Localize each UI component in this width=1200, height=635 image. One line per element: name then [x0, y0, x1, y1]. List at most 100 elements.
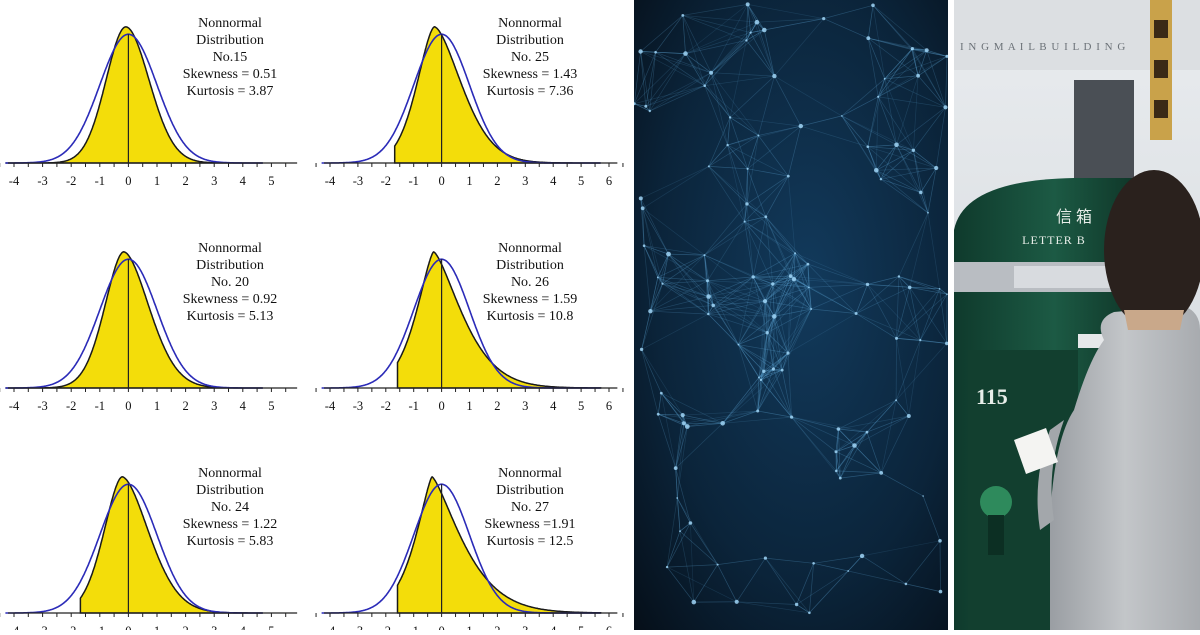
panel-title-line: Distribution — [196, 33, 264, 48]
network-node — [790, 416, 793, 419]
network-node — [683, 51, 688, 56]
x-tick-label: -2 — [381, 624, 391, 630]
network-node — [746, 2, 750, 6]
network-node — [866, 283, 869, 286]
network-node — [757, 135, 759, 137]
panel-title-line: No. 24 — [211, 500, 249, 515]
panel-title-line: No. 26 — [511, 275, 549, 290]
network-node — [681, 14, 684, 17]
network-node — [866, 36, 870, 40]
x-tick-label: 6 — [606, 624, 612, 630]
network-node — [717, 564, 719, 566]
network-node — [905, 583, 908, 586]
skewness-label: Skewness = 1.43 — [483, 67, 578, 82]
network-node — [786, 352, 789, 355]
network-node — [799, 124, 803, 128]
network-plexus-svg — [634, 0, 950, 630]
x-tick-label: -1 — [95, 174, 105, 188]
x-tick-label: -4 — [325, 399, 336, 413]
network-node — [681, 413, 685, 417]
x-tick-label: -3 — [353, 174, 363, 188]
panel-title-line: No. 20 — [211, 275, 249, 290]
network-node — [781, 369, 784, 372]
kurtosis-label: Kurtosis = 12.5 — [487, 534, 574, 549]
panel-title-line: Nonnormal — [498, 241, 562, 256]
network-node — [835, 450, 838, 453]
panel-title-line: Nonnormal — [198, 16, 262, 31]
kurtosis-label: Kurtosis = 3.87 — [187, 84, 274, 99]
x-tick-label: 6 — [606, 399, 612, 413]
network-node — [661, 283, 663, 285]
network-node — [764, 215, 767, 218]
network-node — [720, 421, 725, 426]
network-node — [643, 244, 646, 247]
network-node — [755, 20, 760, 25]
x-tick-label: -1 — [408, 174, 418, 188]
network-node — [835, 470, 838, 473]
mailbox-photo-svg: I N G M A I L B U I L D I N G 信 箱 LETTER… — [954, 0, 1200, 630]
skewness-label: Skewness = 1.22 — [183, 517, 278, 532]
x-tick-label: 1 — [154, 624, 160, 630]
network-node — [689, 521, 693, 525]
kurtosis-label: Kurtosis = 10.8 — [487, 309, 574, 324]
x-tick-label: 5 — [268, 624, 274, 630]
network-node — [837, 427, 841, 431]
network-node — [709, 71, 713, 75]
network-node — [867, 145, 870, 148]
network-node — [771, 282, 774, 285]
network-node — [750, 31, 752, 33]
x-tick-label: -4 — [325, 624, 336, 630]
x-tick-label: 1 — [154, 174, 160, 188]
network-node — [763, 299, 767, 303]
network-node — [706, 279, 709, 282]
x-tick-label: 5 — [578, 624, 584, 630]
network-node — [879, 471, 883, 475]
network-node — [657, 413, 660, 416]
x-tick-label: 4 — [550, 174, 557, 188]
x-tick-label: 1 — [466, 399, 472, 413]
x-tick-label: 4 — [240, 174, 247, 188]
x-tick-label: 2 — [494, 399, 500, 413]
network-node — [729, 116, 731, 118]
network-node — [704, 254, 706, 256]
x-tick-label: -3 — [37, 399, 47, 413]
network-node — [898, 275, 900, 277]
panel-title-line: Distribution — [496, 483, 564, 498]
network-node — [707, 313, 709, 315]
network-node — [860, 554, 864, 558]
x-tick-label: 3 — [522, 399, 528, 413]
distribution-panel: -4-3-2-10123456NonnormalDistributionNo. … — [316, 466, 623, 630]
x-tick-label: -2 — [66, 399, 76, 413]
x-tick-label: -2 — [66, 624, 76, 630]
skewness-label: Skewness =1.91 — [484, 517, 575, 532]
network-node — [641, 206, 645, 210]
network-node — [660, 392, 663, 395]
x-tick-label: 3 — [522, 624, 528, 630]
panel-title-line: Nonnormal — [498, 466, 562, 481]
x-tick-label: -3 — [353, 624, 363, 630]
network-node — [874, 168, 879, 173]
network-node — [772, 314, 777, 319]
x-tick-label: -3 — [353, 399, 363, 413]
network-node — [738, 344, 740, 346]
network-node — [711, 304, 715, 308]
panel-title-line: Nonnormal — [198, 466, 262, 481]
network-node — [657, 277, 659, 279]
network-node — [644, 105, 647, 108]
network-node — [752, 275, 755, 278]
x-tick-label: -3 — [37, 174, 47, 188]
network-node — [676, 497, 678, 499]
network-node — [912, 149, 915, 152]
x-tick-label: 4 — [240, 399, 247, 413]
x-tick-label: -1 — [95, 624, 105, 630]
x-tick-label: 0 — [438, 399, 444, 413]
network-node — [692, 600, 697, 605]
x-tick-label: -2 — [66, 174, 76, 188]
network-node — [745, 202, 748, 205]
x-tick-label: 5 — [268, 399, 274, 413]
x-tick-label: 1 — [466, 174, 472, 188]
x-tick-label: -1 — [408, 624, 418, 630]
network-node — [640, 348, 643, 351]
